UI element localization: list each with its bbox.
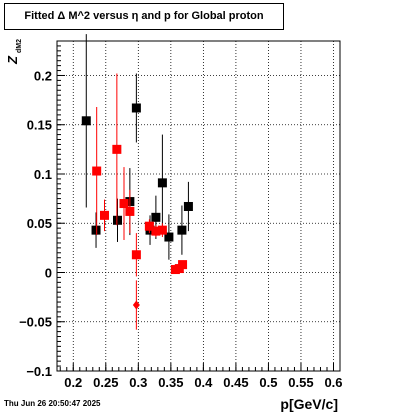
x-tick-label: 0.2 [64, 375, 82, 390]
y-tick-label: −0.1 [26, 364, 52, 379]
data-point [178, 260, 188, 270]
x-tick-label: 0.3 [129, 375, 147, 390]
data-point [183, 201, 193, 211]
data-point [157, 225, 167, 235]
axes: 0.2 0.25 0.3 0.35 0.4 0.45 0.5 0.55 0.6 −0.1 −0.05… [19, 45, 343, 390]
data-point [177, 225, 187, 235]
data-point [91, 225, 101, 235]
grid-lines [57, 41, 340, 372]
y-tick-label: 0.05 [27, 216, 52, 231]
x-tick-label: 0.45 [223, 375, 248, 390]
data-point [113, 215, 123, 225]
y-tick-label: 0.1 [34, 167, 52, 182]
x-tick-label: 0.25 [93, 375, 118, 390]
data-point [125, 206, 135, 216]
x-tick-label: 0.6 [324, 375, 342, 390]
data-point [157, 178, 167, 188]
chart-title: Fitted Δ M^2 versus η and p for Global p… [4, 3, 284, 30]
data-point [131, 250, 141, 260]
data-point [144, 221, 154, 231]
timestamp-footer: Thu Jun 26 20:50:47 2025 [4, 399, 101, 408]
data-marks [81, 34, 193, 330]
y-axis-label: Z [5, 55, 20, 65]
data-point [112, 144, 122, 154]
y-tick-label: −0.05 [19, 315, 52, 330]
data-point [92, 166, 102, 176]
x-tick-label: 0.35 [158, 375, 183, 390]
x-tick-label: 0.5 [259, 375, 277, 390]
x-tick-label: 0.4 [194, 375, 213, 390]
data-point [151, 212, 161, 222]
data-point [81, 116, 91, 126]
data-point [119, 199, 129, 209]
y-tick-label: 0 [45, 265, 52, 280]
x-axis-label: p[GeV/c] [280, 396, 338, 412]
data-point [151, 226, 161, 236]
data-point [99, 210, 109, 220]
x-tick-label: 0.55 [288, 375, 313, 390]
data-point [164, 232, 174, 242]
data-point [131, 103, 141, 113]
y-axis-label-subscript: dM2 [16, 39, 23, 53]
y-tick-label: 0.15 [27, 118, 52, 133]
y-tick-label: 0.2 [34, 68, 52, 83]
data-point-diamond [132, 300, 140, 310]
